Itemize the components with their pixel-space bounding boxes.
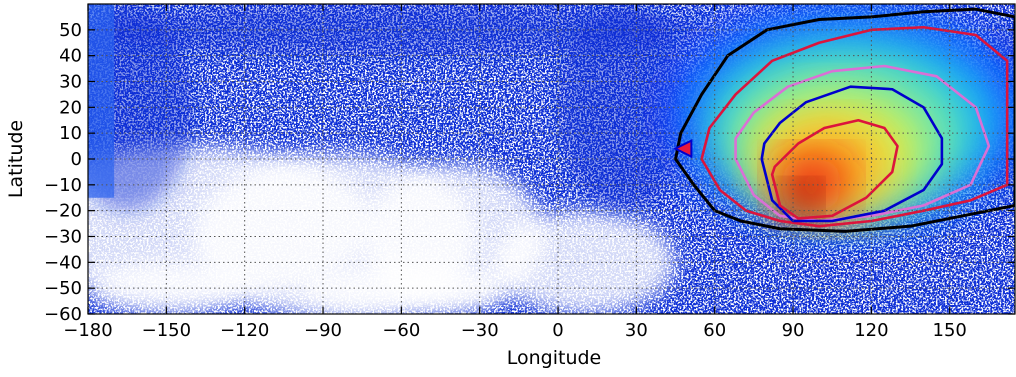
y-tick-label: −20 [44,201,82,222]
x-tick-label: 90 [782,320,805,341]
y-tick-label: 50 [59,20,82,41]
axes: −180 −150 −120 −90 −60 −30 0 30 60 90 120 150 −60 −50… [44,4,1015,341]
left-edge-band [88,4,115,198]
y-tick-label: −30 [44,227,82,248]
y-tick-label: −50 [44,278,82,299]
x-tick-label: −120 [220,320,269,341]
contour-5 [770,118,899,220]
x-tick-label: 120 [854,320,888,341]
markers [673,139,693,159]
y-tick-label: −60 [44,304,82,325]
x-tick-label: −90 [304,320,342,341]
x-tick-label: −60 [382,320,420,341]
y-tick-label: −10 [44,175,82,196]
y-axis-label: Latitude [5,120,27,198]
marker-triangle [673,139,693,159]
contour-4 [760,85,944,223]
grid-lines [88,4,1015,314]
y-tick-label: 0 [71,149,82,170]
x-axis-label: Longitude [507,347,602,369]
y-tick-label: 10 [59,123,82,144]
contour-2 [700,25,1009,228]
density-blob-8 [785,184,817,216]
x-tick-label: −150 [142,320,191,341]
dense-region-gradient [662,4,1015,221]
y-tick-label: 20 [59,97,82,118]
x-tick-label: 0 [552,320,563,341]
dense-band [88,4,715,56]
x-tick-label: −30 [461,320,499,341]
heatmap-layer [88,4,1015,314]
y-tick-label: −40 [44,252,82,273]
x-tick-label: −180 [63,320,112,341]
x-tick-label: 30 [625,320,648,341]
x-tick-label: 60 [703,320,726,341]
x-tick-label: 150 [933,320,967,341]
y-tick-label: 30 [59,72,82,93]
y-tick-label: 40 [59,46,82,67]
